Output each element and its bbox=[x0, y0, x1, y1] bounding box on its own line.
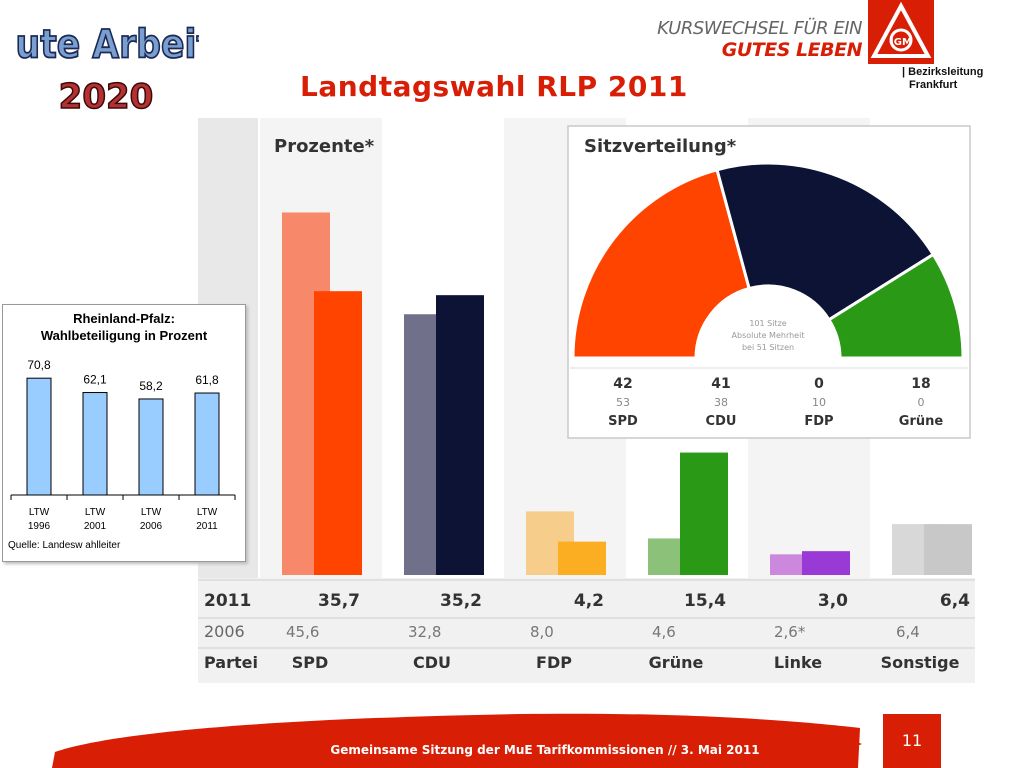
value-2006-spd: 45,6 bbox=[286, 623, 319, 641]
seat-distribution-panel: Sitzverteilung* 101 Sitze Absolute Mehrh… bbox=[567, 125, 971, 439]
seat-chart-title: Sitzverteilung* bbox=[584, 136, 737, 157]
row-label-party: Partei bbox=[204, 653, 258, 672]
party-label-fdp: FDP bbox=[536, 653, 572, 672]
bar-2011-grüne bbox=[680, 452, 728, 575]
percent-chart-title: Prozente* bbox=[274, 136, 375, 157]
gute-arbeit-logo: Gute Arbeit 2020 bbox=[14, 20, 199, 118]
seat-party-label-cdu: CDU bbox=[706, 414, 737, 429]
turnout-bar-2006 bbox=[138, 398, 164, 496]
value-2011-grüne: 15,4 bbox=[684, 591, 726, 611]
turnout-value-label: 70,8 bbox=[27, 358, 51, 372]
seats-2011-grüne: 18 bbox=[911, 376, 930, 392]
seat-party-label-spd: SPD bbox=[608, 414, 638, 429]
party-label-sonstige: Sonstige bbox=[881, 653, 960, 672]
seats-2006-cdu: 38 bbox=[714, 396, 728, 409]
footer-banner bbox=[52, 713, 862, 768]
party-label-grüne: Grüne bbox=[649, 653, 704, 672]
ig-metall-logo-icon: IGM bbox=[868, 0, 934, 64]
row-label-2011: 2011 bbox=[204, 591, 251, 611]
bar-2011-sonstige bbox=[924, 524, 972, 575]
seat-center-text-threshold: bei 51 Sitzen bbox=[742, 343, 794, 352]
row-label-2006: 2006 bbox=[204, 622, 245, 641]
value-2011-fdp: 4,2 bbox=[574, 591, 604, 611]
seat-party-label-fdp: FDP bbox=[804, 414, 833, 429]
turnout-value-label: 62,1 bbox=[83, 373, 107, 387]
turnout-tick-year: 1996 bbox=[28, 521, 51, 532]
seat-center-text-majority: Absolute Mehrheit bbox=[732, 331, 805, 340]
value-2011-sonstige: 6,4 bbox=[940, 591, 970, 611]
value-2006-linke: 2,6* bbox=[774, 623, 806, 641]
logo-line2: 2020 bbox=[59, 77, 154, 117]
turnout-title: Rheinland-Pfalz: bbox=[73, 311, 175, 326]
page-number: 11 bbox=[883, 714, 941, 768]
seat-party-label-grüne: Grüne bbox=[899, 414, 944, 429]
seats-2011-spd: 42 bbox=[613, 376, 632, 392]
district-line1: | Bezirksleitung bbox=[902, 66, 984, 78]
turnout-tick-label: LTW bbox=[29, 507, 50, 518]
turnout-tick-year: 2001 bbox=[84, 521, 107, 532]
district-label: | Bezirksleitung Frankfurt bbox=[902, 66, 983, 92]
turnout-value-label: 61,8 bbox=[195, 373, 219, 387]
turnout-tick-label: LTW bbox=[197, 507, 218, 518]
bar-2011-linke bbox=[802, 551, 850, 575]
seats-2011-cdu: 41 bbox=[711, 376, 730, 392]
slide-title: Landtagswahl RLP 2011 bbox=[300, 70, 688, 103]
ig-logo-letters: IGM bbox=[890, 37, 912, 48]
seats-2006-fdp: 10 bbox=[812, 396, 826, 409]
bar-2011-cdu bbox=[436, 295, 484, 575]
turnout-tick-label: LTW bbox=[141, 507, 162, 518]
value-2011-spd: 35,7 bbox=[318, 591, 360, 611]
district-line2: Frankfurt bbox=[909, 79, 958, 91]
turnout-bar-2011 bbox=[194, 392, 220, 496]
footer-text: Gemeinsame Sitzung der MuE Tarifkommissi… bbox=[330, 743, 760, 757]
value-2006-sonstige: 6,4 bbox=[896, 623, 920, 641]
value-2011-cdu: 35,2 bbox=[440, 591, 482, 611]
seat-center-text-total: 101 Sitze bbox=[749, 319, 786, 328]
turnout-bar-2001 bbox=[82, 392, 108, 496]
bar-2011-fdp bbox=[558, 541, 606, 575]
election-results-chart: Prozente* 2011 2006 Partei 35,7 45,6 SPD 35… bbox=[198, 118, 975, 683]
turnout-chart-box: Rheinland-Pfalz: Wahlbeteiligung in Proz… bbox=[2, 304, 246, 562]
seats-2011-fdp: 0 bbox=[814, 376, 824, 392]
party-label-cdu: CDU bbox=[413, 653, 451, 672]
turnout-subtitle: Wahlbeteiligung in Prozent bbox=[41, 328, 208, 343]
turnout-tick-year: 2011 bbox=[196, 521, 218, 532]
seat-segment-cdu bbox=[715, 161, 936, 322]
bar-2011-spd bbox=[314, 291, 362, 575]
value-2006-cdu: 32,8 bbox=[408, 623, 441, 641]
turnout-tick-year: 2006 bbox=[140, 521, 163, 532]
turnout-bar-1996 bbox=[26, 377, 52, 496]
party-label-spd: SPD bbox=[292, 653, 329, 672]
slogan-line1: KURSWECHSEL FÜR EIN bbox=[657, 18, 862, 39]
turnout-chart: Rheinland-Pfalz: Wahlbeteiligung in Proz… bbox=[8, 311, 236, 551]
seats-2006-grüne: 0 bbox=[918, 396, 925, 409]
seat-segment-spd bbox=[571, 167, 752, 360]
value-2011-linke: 3,0 bbox=[818, 591, 848, 611]
seat-segment-grüne bbox=[826, 252, 965, 360]
slogan-line2: GUTES LEBEN bbox=[721, 39, 863, 61]
turnout-value-label: 58,2 bbox=[139, 379, 163, 393]
party-label-linke: Linke bbox=[774, 653, 822, 672]
slogan: KURSWECHSEL FÜR EIN GUTES LEBEN bbox=[650, 18, 862, 61]
seats-2006-spd: 53 bbox=[616, 396, 630, 409]
logo-line1: Gute Arbeit bbox=[14, 20, 199, 67]
turnout-tick-label: LTW bbox=[85, 507, 106, 518]
chart-table-area bbox=[198, 578, 975, 683]
turnout-source: Quelle: Landesw ahlleiter bbox=[8, 540, 121, 551]
value-2006-fdp: 8,0 bbox=[530, 623, 554, 641]
value-2006-grüne: 4,6 bbox=[652, 623, 676, 641]
